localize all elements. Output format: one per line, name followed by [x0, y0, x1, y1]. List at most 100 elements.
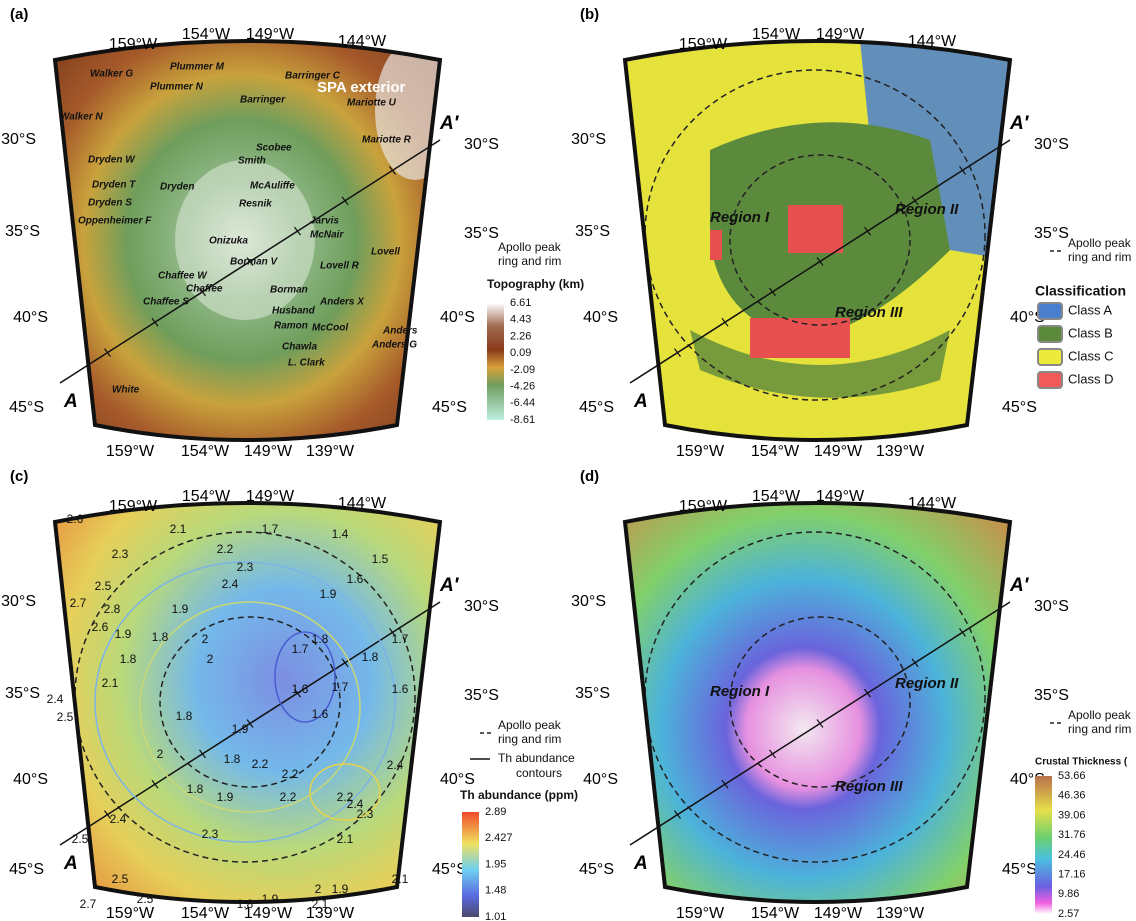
- longitude-label: 149°W: [814, 905, 863, 921]
- colorbar: [487, 303, 504, 420]
- longitude-label: 159°W: [106, 905, 155, 921]
- exterior-label: SPA exterior: [317, 79, 406, 96]
- colorbar-label: 53.66: [1058, 770, 1086, 782]
- contour-label: 2.3: [357, 807, 374, 821]
- contour-label: 2.8: [104, 602, 121, 616]
- feature-label: Dryden W: [88, 155, 136, 166]
- contour-label: 2.7: [80, 897, 97, 911]
- contour-label: 2.2: [282, 767, 299, 781]
- longitude-label: 149°W: [816, 26, 865, 43]
- colorbar-label: 1.01: [485, 911, 506, 921]
- profile-start: A: [633, 853, 648, 874]
- legend-text: Apollo peak: [1068, 236, 1132, 250]
- map: [610, 482, 1030, 921]
- feature-label: Barringer: [240, 95, 286, 106]
- colorbar-label: -4.26: [510, 380, 535, 392]
- latitude-label: 45°S: [1002, 399, 1037, 416]
- latitude-label: 45°S: [579, 861, 614, 878]
- colorbar-label: 1.48: [485, 885, 506, 897]
- latitude-label: 35°S: [5, 223, 40, 240]
- legend-text: Th abundance: [498, 751, 575, 765]
- contour-label: 1.7: [292, 642, 309, 656]
- legend-text: ring and rim: [1068, 250, 1131, 264]
- legend-text: Apollo peak: [498, 240, 562, 254]
- feature-label: Anders G: [371, 340, 417, 351]
- feature-label: Walker N: [60, 112, 103, 123]
- longitude-label: 154°W: [181, 905, 230, 921]
- contour-label: 2.2: [280, 790, 297, 804]
- contour-label: 1.9: [217, 790, 234, 804]
- contour-label: 1.6: [312, 707, 329, 721]
- colorbar-label: 0.09: [510, 347, 531, 359]
- colorbar-label: 2.89: [485, 806, 506, 818]
- map-fill: [610, 482, 1030, 921]
- latitude-label: 45°S: [9, 861, 44, 878]
- latitude-label: 30°S: [464, 598, 499, 615]
- contour-label: 2.2: [217, 542, 234, 556]
- latitude-label: 45°S: [432, 399, 467, 416]
- contour-label: 2.1: [312, 897, 329, 911]
- profile-end: A′: [1009, 575, 1030, 596]
- contour-label: 1.7: [392, 632, 409, 646]
- panel-label: (d): [580, 468, 599, 485]
- region-label: Region II: [895, 675, 959, 692]
- contour-label: 2.5: [112, 872, 129, 886]
- longitude-label: 159°W: [109, 36, 158, 53]
- latitude-label: 30°S: [571, 131, 606, 148]
- colorbar-label: 9.86: [1058, 888, 1079, 900]
- feature-label: Walker G: [90, 69, 133, 80]
- profile-end: A′: [439, 113, 460, 134]
- contour-label: 2.7: [70, 596, 87, 610]
- colorbar-label: 17.16: [1058, 868, 1086, 880]
- feature-label: Chaffee: [186, 284, 223, 295]
- class-swatch: [1038, 326, 1062, 342]
- panel-label: (b): [580, 6, 599, 23]
- feature-label: Mariotte U: [347, 98, 397, 109]
- contour-label: 1.8: [224, 752, 241, 766]
- latitude-label: 40°S: [440, 309, 475, 326]
- class-swatch: [1038, 349, 1062, 365]
- legend-title: Th abundance (ppm): [460, 788, 578, 802]
- feature-label: Smith: [238, 156, 266, 167]
- contour-label: 1.8: [362, 650, 379, 664]
- latitude-label: 40°S: [13, 309, 48, 326]
- longitude-label: 139°W: [306, 443, 355, 460]
- feature-label: Chaffee S: [143, 297, 189, 308]
- longitude-label: 154°W: [752, 26, 801, 43]
- longitude-label: 149°W: [244, 443, 293, 460]
- contour-label: 2: [202, 632, 209, 646]
- latitude-label: 30°S: [1034, 136, 1069, 153]
- feature-label: Ramon: [274, 321, 308, 332]
- class-label: Class C: [1068, 348, 1114, 363]
- legend-text: ring and rim: [1068, 722, 1131, 736]
- longitude-label: 144°W: [338, 495, 387, 512]
- contour-label: 1.9: [332, 882, 349, 896]
- colorbar-label: 4.43: [510, 314, 531, 326]
- panel-label: (a): [10, 6, 28, 23]
- colorbar: [1035, 776, 1052, 914]
- feature-label: Resnik: [239, 199, 272, 210]
- profile-start: A: [63, 853, 78, 874]
- feature-label: Onizuka: [209, 236, 248, 247]
- region-label: Region I: [710, 683, 770, 700]
- longitude-label: 159°W: [109, 498, 158, 515]
- contour-label: 1.8: [120, 652, 137, 666]
- longitude-label: 149°W: [814, 443, 863, 460]
- contour-label: 2.1: [170, 522, 187, 536]
- colorbar-label: -6.44: [510, 397, 535, 409]
- longitude-label: 154°W: [752, 488, 801, 505]
- contour-label: 1.9: [232, 722, 249, 736]
- longitude-label: 144°W: [908, 33, 957, 50]
- feature-label: Plummer N: [150, 82, 204, 93]
- colorbar-label: 6.61: [510, 297, 531, 309]
- feature-label: Mariotte R: [362, 135, 412, 146]
- longitude-label: 144°W: [908, 495, 957, 512]
- panel: (d)AA′159°W154°W149°W144°W159°W154°W149°…: [571, 468, 1132, 921]
- class-d-area: [788, 205, 843, 253]
- figure: (a) A A′ 159°W 154°W 149°W 144°W 159°W 154°W 149°…: [0, 0, 1136, 921]
- latitude-label: 30°S: [464, 136, 499, 153]
- contour-label: 2.5: [137, 892, 154, 906]
- contour-label: 1.8: [176, 709, 193, 723]
- contour-label: 2: [315, 882, 322, 896]
- longitude-label: 144°W: [338, 33, 387, 50]
